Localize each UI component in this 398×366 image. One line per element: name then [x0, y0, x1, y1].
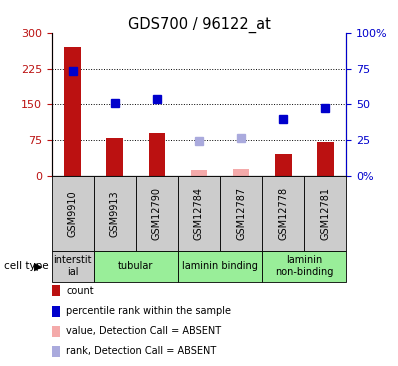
Text: value, Detection Call = ABSENT: value, Detection Call = ABSENT [66, 326, 222, 336]
Text: tubular: tubular [118, 261, 154, 271]
Text: laminin
non-binding: laminin non-binding [275, 255, 334, 277]
Bar [148, 133, 165, 176]
Bar [275, 154, 292, 176]
Text: ▶: ▶ [34, 261, 42, 271]
Bar [262, 176, 304, 251]
Text: GSM12778: GSM12778 [278, 187, 288, 240]
Text: percentile rank within the sample: percentile rank within the sample [66, 306, 232, 316]
Bar [94, 176, 136, 251]
Bar [317, 142, 334, 176]
Bar [94, 251, 178, 282]
Bar [220, 176, 262, 251]
Bar [178, 176, 220, 251]
Text: GSM12787: GSM12787 [236, 187, 246, 240]
Text: interstit
ial: interstit ial [53, 255, 92, 277]
Title: GDS700 / 96122_at: GDS700 / 96122_at [128, 17, 270, 33]
Text: GSM12781: GSM12781 [320, 187, 330, 240]
Bar [136, 176, 178, 251]
Bar [52, 251, 94, 282]
Text: GSM9910: GSM9910 [68, 190, 78, 236]
Bar [106, 138, 123, 176]
Text: GSM9913: GSM9913 [110, 190, 120, 236]
Bar [191, 170, 207, 176]
Bar [304, 176, 346, 251]
Text: rank, Detection Call = ABSENT: rank, Detection Call = ABSENT [66, 346, 217, 356]
Text: cell type: cell type [4, 261, 49, 271]
Text: laminin binding: laminin binding [182, 261, 258, 271]
Text: count: count [66, 286, 94, 296]
Text: GSM12784: GSM12784 [194, 187, 204, 240]
Bar [178, 251, 262, 282]
Bar [52, 176, 94, 251]
Bar [233, 168, 250, 176]
Bar [262, 251, 346, 282]
Bar [64, 47, 81, 176]
Text: GSM12790: GSM12790 [152, 187, 162, 240]
